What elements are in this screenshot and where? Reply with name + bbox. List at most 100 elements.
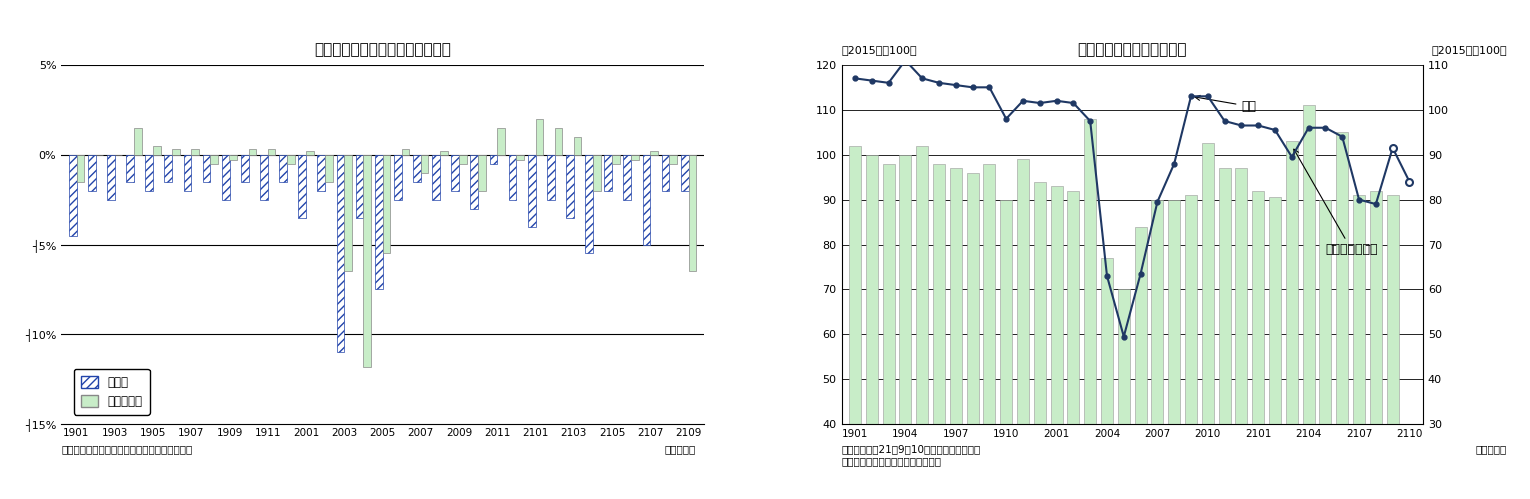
Bar <box>153 146 161 155</box>
Bar <box>164 155 171 182</box>
Bar <box>916 146 929 499</box>
Bar <box>451 155 459 191</box>
Bar <box>1034 182 1047 499</box>
Bar <box>1252 191 1264 499</box>
Bar <box>849 146 861 499</box>
Bar <box>459 155 467 164</box>
Bar <box>230 155 237 160</box>
Bar <box>1068 191 1080 499</box>
Bar <box>324 155 334 182</box>
Text: （資料）経済産業省「製造工業生産予測指数」: （資料）経済産業省「製造工業生産予測指数」 <box>61 444 193 454</box>
Text: （2015年＝100）: （2015年＝100） <box>842 45 916 55</box>
Bar <box>612 155 620 164</box>
Bar <box>1051 186 1063 499</box>
Bar <box>355 155 364 218</box>
Bar <box>1353 195 1365 499</box>
Bar <box>516 155 523 160</box>
Bar <box>318 155 326 191</box>
Bar <box>1386 195 1398 499</box>
Bar <box>883 164 895 499</box>
Bar <box>191 149 199 155</box>
Bar <box>984 164 996 499</box>
Title: 輸送機械の生産、在庫動向: 輸送機械の生産、在庫動向 <box>1077 42 1187 57</box>
Bar <box>566 155 574 218</box>
Bar <box>1268 198 1281 499</box>
Bar <box>306 151 314 155</box>
Bar <box>624 155 630 200</box>
Bar <box>1184 195 1196 499</box>
Text: 生産: 生産 <box>1195 95 1256 113</box>
Bar <box>1135 227 1146 499</box>
Bar <box>1017 159 1030 499</box>
Legend: 実現率, 予測修正率: 実現率, 予測修正率 <box>73 369 150 415</box>
Text: （注）生産の21年9、10月は予測指数で延長
（資料）経済産業省「鉱工業指数」: （注）生産の21年9、10月は予測指数で延長 （資料）経済産業省「鉱工業指数」 <box>842 444 981 466</box>
Bar <box>669 155 676 164</box>
Bar <box>145 155 153 191</box>
Bar <box>222 155 230 200</box>
Bar <box>210 155 217 164</box>
Bar <box>584 155 592 253</box>
Bar <box>364 155 370 367</box>
Bar <box>375 155 382 289</box>
Bar <box>421 155 428 173</box>
Bar <box>1285 141 1297 499</box>
Bar <box>592 155 600 191</box>
Bar <box>1319 200 1331 499</box>
Bar <box>1369 191 1382 499</box>
Bar <box>268 149 275 155</box>
Text: （2015年＝100）: （2015年＝100） <box>1432 45 1507 55</box>
Bar <box>548 155 554 200</box>
Bar <box>298 155 306 218</box>
Bar <box>650 151 658 155</box>
Bar <box>344 155 352 271</box>
Bar <box>681 155 688 191</box>
Text: （年・月）: （年・月） <box>1476 444 1507 454</box>
Bar <box>497 128 505 155</box>
Bar <box>1169 200 1180 499</box>
Bar <box>1152 200 1163 499</box>
Bar <box>900 155 912 499</box>
Bar <box>431 155 441 200</box>
Bar <box>477 155 485 191</box>
Bar <box>260 155 268 200</box>
Bar <box>1336 132 1348 499</box>
Bar <box>171 149 181 155</box>
Bar <box>248 149 257 155</box>
Bar <box>1201 144 1213 499</box>
Bar <box>490 155 497 164</box>
Bar <box>382 155 390 253</box>
Bar <box>643 155 650 245</box>
Text: （年・月）: （年・月） <box>666 444 696 454</box>
Bar <box>107 155 115 200</box>
Bar <box>69 155 76 236</box>
Bar <box>242 155 248 182</box>
Title: 最近の実現率、予測修正率の推移: 最近の実現率、予測修正率の推移 <box>314 42 451 57</box>
Bar <box>1218 168 1230 499</box>
Bar <box>604 155 612 191</box>
Bar <box>933 164 946 499</box>
Bar <box>184 155 191 191</box>
Bar <box>950 168 962 499</box>
Bar <box>288 155 294 164</box>
Bar <box>1085 119 1095 499</box>
Bar <box>76 155 84 182</box>
Bar <box>278 155 288 182</box>
Bar <box>866 155 878 499</box>
Bar <box>395 155 401 200</box>
Bar <box>967 173 979 499</box>
Bar <box>554 128 562 155</box>
Bar <box>337 155 344 352</box>
Bar <box>413 155 421 182</box>
Bar <box>1102 258 1112 499</box>
Bar <box>135 128 141 155</box>
Bar <box>630 155 640 160</box>
Bar <box>125 155 135 182</box>
Bar <box>87 155 95 191</box>
Bar <box>536 119 543 155</box>
Bar <box>441 151 447 155</box>
Bar <box>508 155 516 200</box>
Bar <box>202 155 210 182</box>
Bar <box>574 137 581 155</box>
Bar <box>471 155 477 209</box>
Bar <box>1001 200 1013 499</box>
